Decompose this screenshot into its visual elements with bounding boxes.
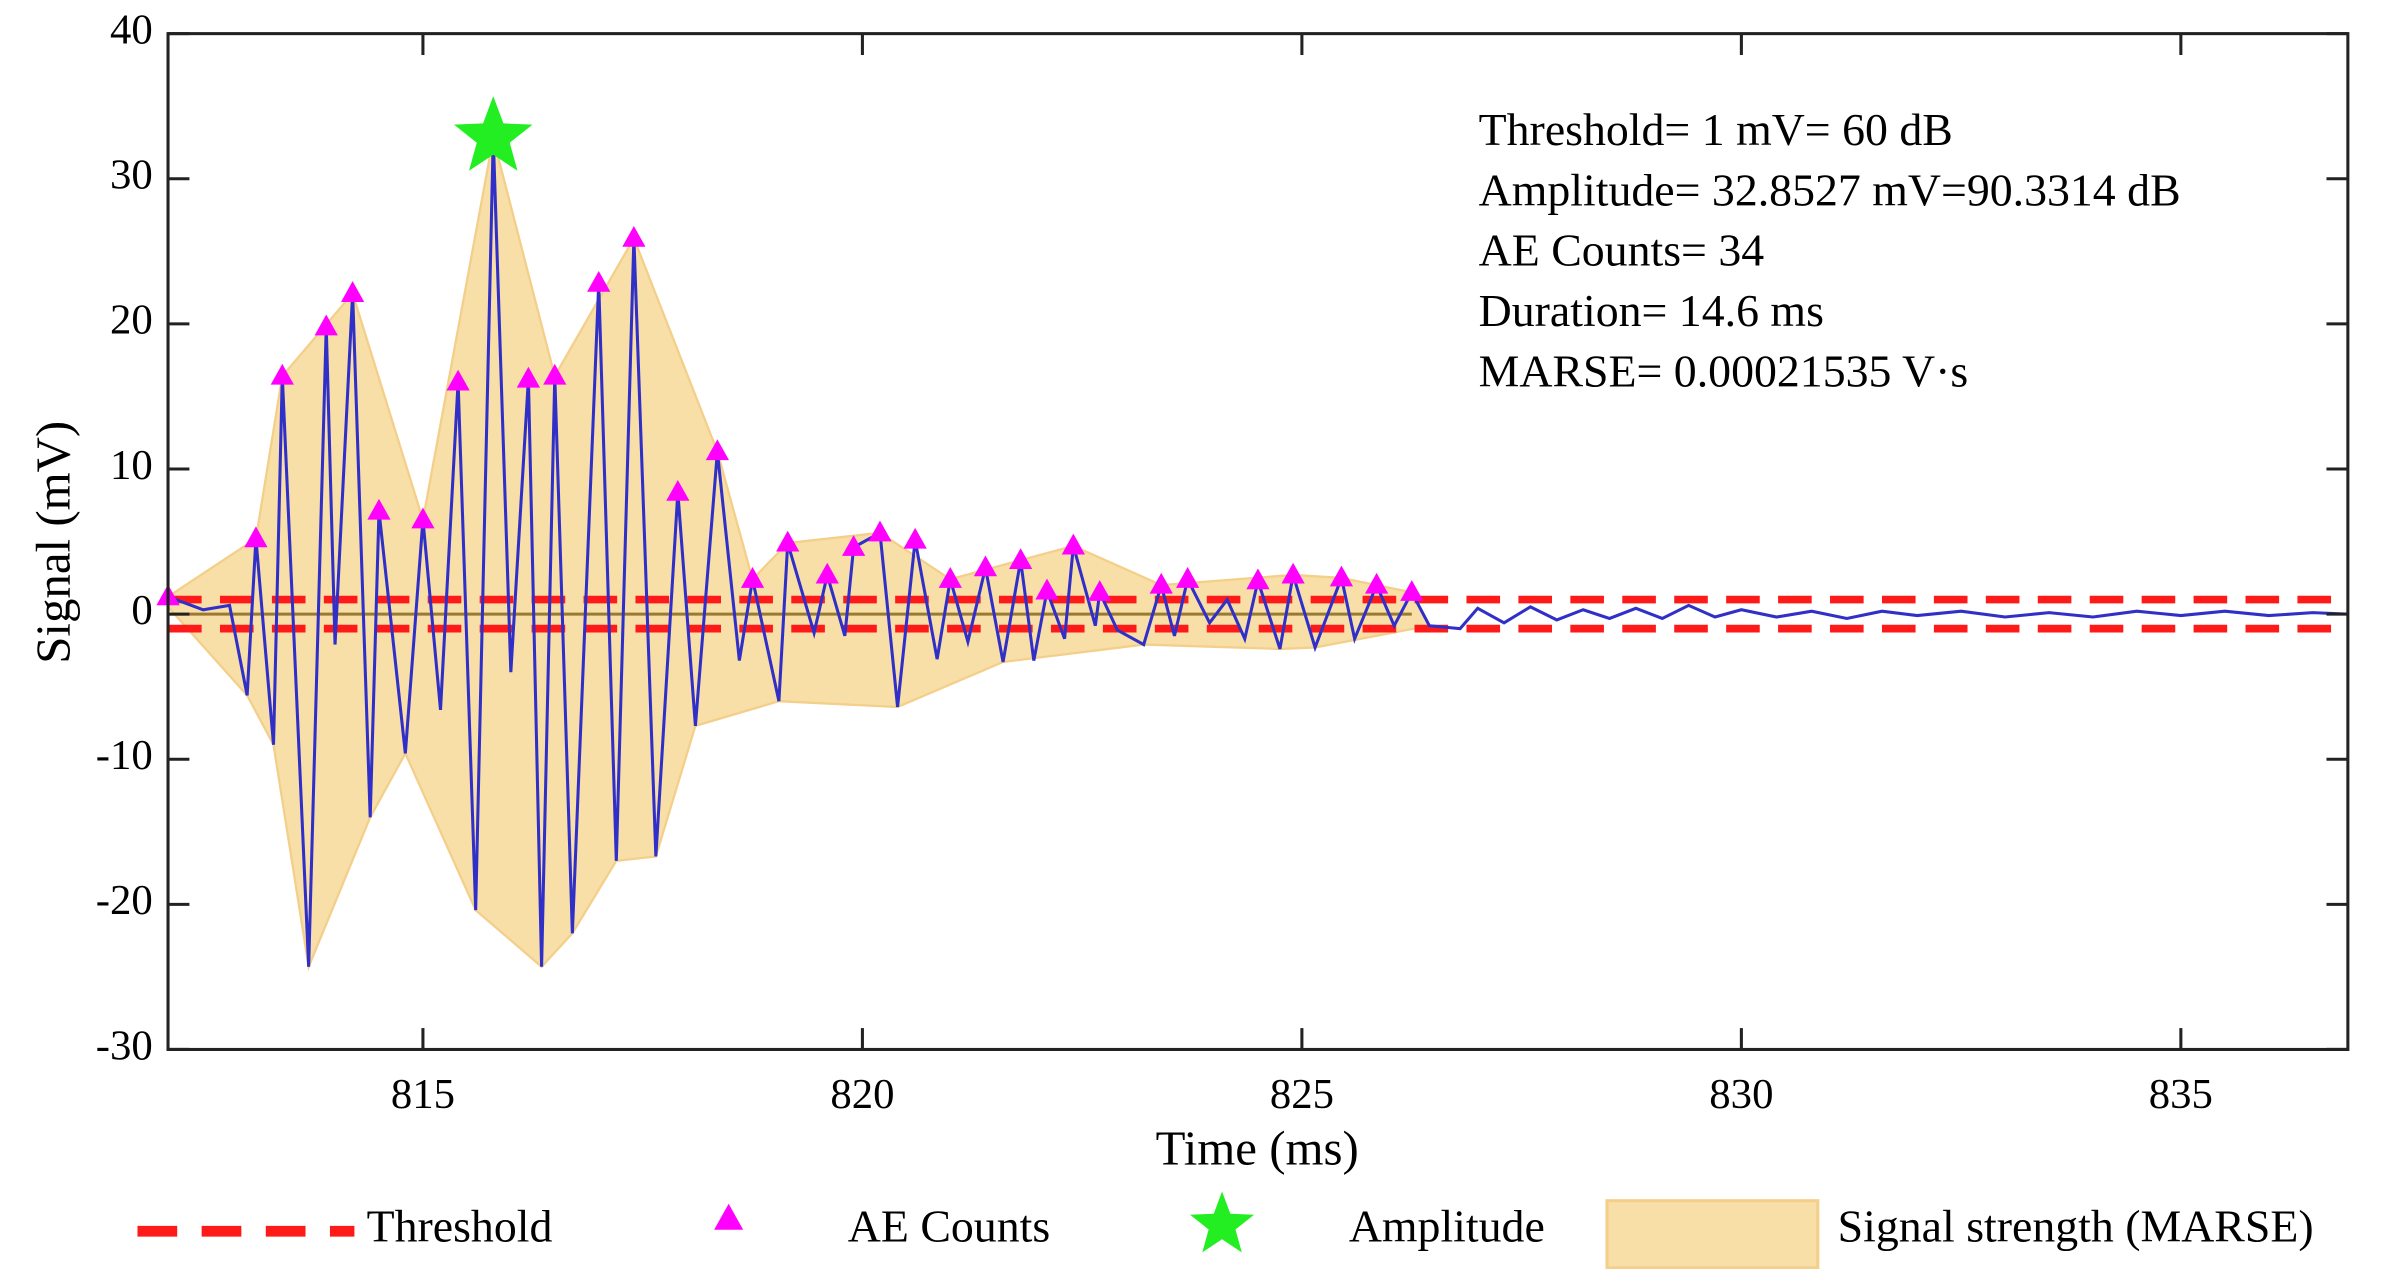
ae-count-marker: [903, 527, 927, 549]
ae-count-marker: [1009, 548, 1033, 569]
y-tick-label: -10: [96, 732, 153, 779]
ae-count-marker: [1149, 572, 1173, 594]
legend-label: AE Counts: [848, 1201, 1050, 1252]
x-tick-label: 835: [2149, 1071, 2213, 1118]
ae-count-marker: [815, 562, 839, 584]
ae-count-marker: [868, 520, 892, 542]
amplitude-marker: [454, 96, 533, 171]
y-tick-label: 10: [110, 442, 153, 489]
annotation: Amplitude= 32.8527 mV=90.3314 dB: [1479, 164, 2181, 215]
y-tick-label: 0: [131, 587, 152, 634]
ae-count-marker: [367, 498, 391, 520]
legend-ae-counts: [714, 1203, 744, 1230]
y-tick-label: 20: [110, 297, 153, 344]
ae-count-marker: [1281, 562, 1305, 584]
ae-count-marker: [244, 526, 268, 548]
annotation: Duration= 14.6 ms: [1479, 285, 1824, 336]
plot-frame: [166, 32, 2350, 1051]
ae-count-marker: [411, 507, 435, 529]
x-tick-label: 830: [1709, 1071, 1773, 1118]
ae-count-marker: [622, 226, 646, 247]
ae-count-marker: [270, 363, 294, 385]
ae-count-marker: [1246, 568, 1270, 590]
ae-count-marker: [341, 281, 365, 302]
ae-count-marker: [740, 567, 765, 588]
ae-count-marker: [705, 439, 729, 461]
ae-count-marker: [587, 271, 611, 292]
legend-label: Amplitude: [1349, 1201, 1545, 1252]
ae-count-marker: [1176, 567, 1200, 588]
x-axis-label: Time (ms): [1156, 1121, 1359, 1176]
annotation: MARSE= 0.00021535 V·s: [1479, 345, 1969, 396]
ae-count-marker: [666, 479, 690, 501]
ae-count-marker: [973, 555, 998, 577]
ae-count-marker: [1329, 565, 1354, 587]
y-tick-label: 30: [110, 152, 153, 199]
x-tick-label: 815: [391, 1071, 455, 1118]
ae-count-marker: [1088, 580, 1112, 601]
ae-count-marker: [1364, 572, 1389, 594]
y-axis-label: Signal (mV): [25, 421, 80, 664]
legend-label: Threshold: [367, 1201, 553, 1252]
ae-count-marker: [1400, 580, 1424, 601]
ae-count-marker: [1035, 578, 1059, 600]
legend-marse: [1605, 1199, 1820, 1269]
ae-count-marker: [543, 363, 567, 385]
annotation: AE Counts= 34: [1479, 225, 1765, 276]
ae-count-marker: [776, 530, 800, 552]
x-tick-label: 825: [1270, 1071, 1334, 1118]
annotation: Threshold= 1 mV= 60 dB: [1479, 104, 1953, 155]
legend-label: Signal strength (MARSE): [1838, 1201, 2314, 1252]
y-tick-label: 40: [110, 6, 153, 53]
y-tick-label: -20: [96, 877, 153, 924]
ae-count-marker: [842, 535, 866, 556]
x-tick-label: 820: [830, 1071, 894, 1118]
ae-count-marker: [1061, 533, 1085, 555]
y-tick-label: -30: [96, 1022, 153, 1069]
marse-area: [166, 137, 1432, 971]
ae-count-marker: [446, 369, 470, 391]
ae-count-marker: [516, 366, 541, 388]
legend-amplitude: [1190, 1191, 1255, 1253]
ae-count-marker: [314, 314, 338, 336]
ae-count-marker: [938, 567, 962, 588]
